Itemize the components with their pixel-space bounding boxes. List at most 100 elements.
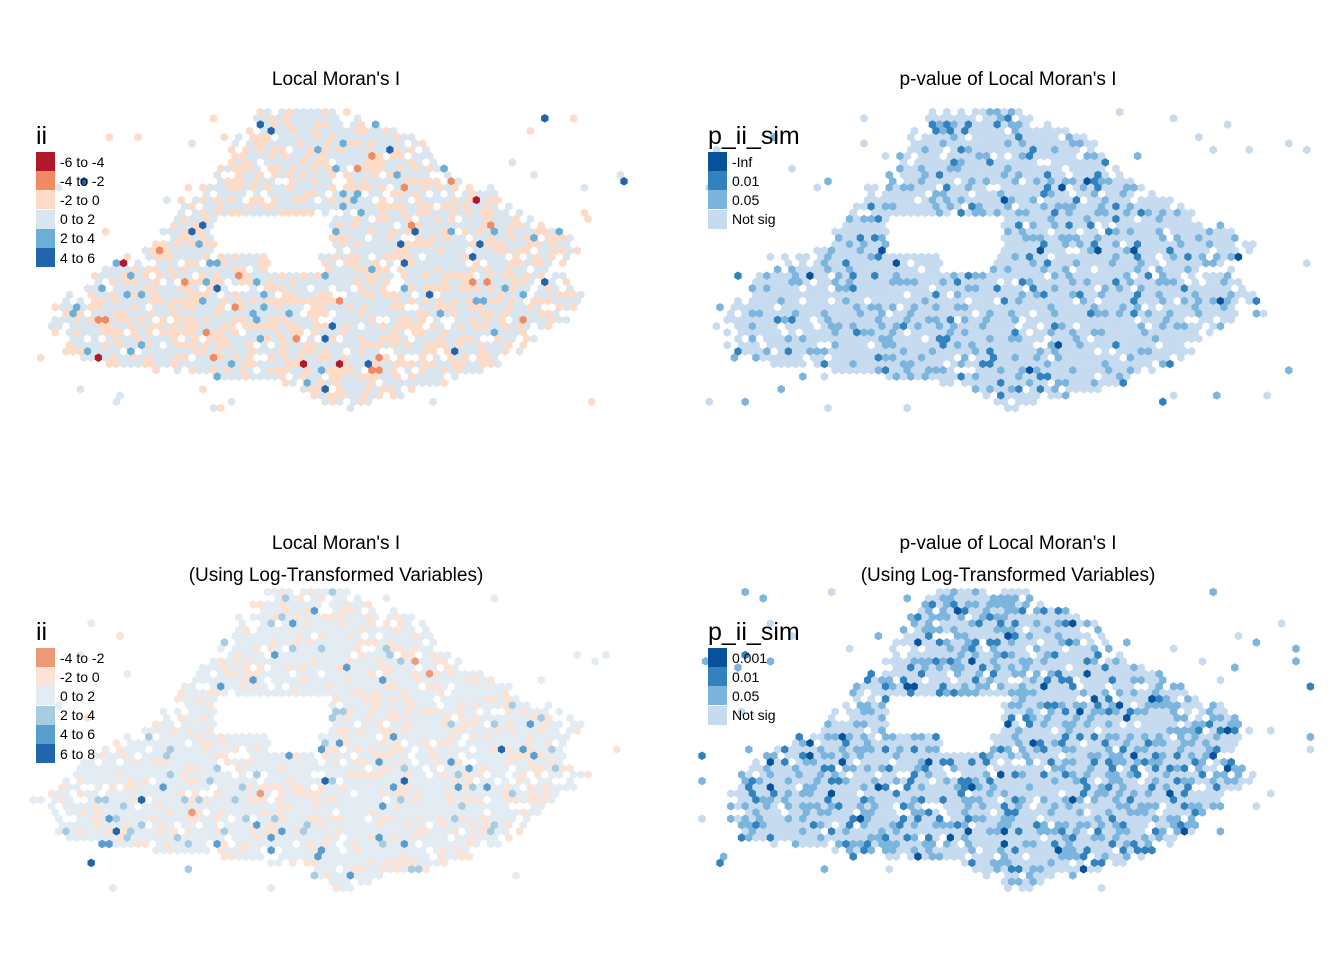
hex-cell [1007, 107, 1016, 117]
hex-cell [1090, 151, 1099, 161]
hex-cell [271, 663, 279, 672]
hex-cell [943, 195, 951, 205]
hex-cell [328, 625, 337, 635]
hex-cell [860, 265, 868, 274]
hex-cell [184, 764, 193, 773]
hex-cell [903, 177, 911, 186]
hex-cell [357, 713, 365, 723]
hex-cell [842, 258, 850, 268]
hex-cell [238, 366, 247, 375]
hex-cell [310, 682, 319, 691]
hex-cell [824, 328, 832, 337]
hex-cell [465, 296, 473, 306]
hex-cell [964, 284, 973, 293]
hex-cell [263, 688, 272, 698]
hex-cell [827, 334, 836, 344]
hex-cell [921, 195, 929, 205]
hex-cell [411, 732, 419, 742]
hex-cell [476, 328, 484, 337]
hex-cell [878, 347, 886, 356]
hex-cell [1054, 189, 1063, 199]
hex-cell [220, 776, 229, 786]
hex-cell [1004, 114, 1012, 123]
hex-cell [292, 296, 301, 306]
hex-cell [400, 145, 409, 155]
hex-cell [350, 221, 358, 230]
hex-cell [1072, 258, 1081, 268]
hex-cell [353, 189, 362, 199]
hex-cell [69, 309, 77, 318]
hex-cell [501, 688, 509, 698]
hex-cell [997, 126, 1005, 136]
hex-cell [422, 776, 430, 786]
hex-cell [971, 321, 980, 331]
hex-cell [483, 214, 491, 224]
hex-cell [1043, 347, 1052, 356]
hex-cell [447, 366, 455, 375]
hex-cell [141, 347, 149, 356]
hex-cell [177, 195, 185, 205]
hex-cell [224, 315, 232, 325]
hex-cell [346, 378, 355, 388]
hex-cell [429, 284, 437, 293]
hex-cell [274, 340, 283, 350]
hex-cell [238, 252, 247, 262]
hex-cell [1011, 403, 1019, 413]
hex-cell [141, 321, 149, 331]
hex-cell [415, 258, 423, 268]
hex-cell [278, 321, 286, 331]
hex-cell [83, 776, 92, 786]
hex-cell [469, 277, 477, 287]
hex-cell [745, 328, 753, 337]
hex-cell [907, 145, 915, 155]
hex-cell [1213, 240, 1221, 249]
hex-cell [386, 738, 394, 748]
hex-cell [849, 284, 857, 293]
hex-cell [957, 132, 965, 142]
hex-cell [515, 258, 524, 268]
hex-cell [856, 271, 865, 281]
hex-cell [1141, 240, 1149, 249]
hex-cell [465, 726, 473, 735]
hex-cell [950, 309, 958, 318]
hex-cell [451, 334, 459, 344]
hex-cell [1047, 265, 1055, 274]
hex-cell [361, 757, 369, 767]
hex-cell [487, 675, 495, 685]
hex-cell [773, 340, 782, 350]
hex-cell [242, 334, 250, 344]
hex-cell [867, 189, 875, 199]
hex-cell [856, 334, 865, 344]
hex-cell [184, 334, 193, 344]
hex-cell [202, 694, 211, 704]
hex-cell [422, 751, 430, 761]
hex-cell [1051, 170, 1059, 180]
hex-cell [1047, 290, 1055, 299]
hex-cell [285, 158, 293, 167]
hex-cell [361, 770, 369, 779]
hex-cell [235, 738, 243, 748]
hex-cell [314, 120, 322, 129]
hex-cell [191, 221, 200, 230]
hex-cell [1083, 340, 1091, 350]
hex-cell [317, 366, 326, 375]
hex-cell [1166, 359, 1174, 369]
hex-cell [361, 657, 369, 666]
hex-cell [335, 612, 344, 622]
hex-cell [497, 227, 506, 236]
hex-cell [235, 334, 243, 344]
hex-cell [371, 271, 380, 281]
hex-cell [76, 321, 85, 331]
hex-cell [343, 183, 351, 192]
hex-cell [813, 347, 821, 356]
hex-cell [429, 347, 437, 356]
hex-cell [1051, 183, 1059, 192]
hex-cell [526, 227, 535, 236]
hex-cell [910, 265, 919, 274]
hex-cell [458, 309, 466, 318]
hex-cell [447, 189, 455, 199]
hex-cell [353, 202, 362, 211]
hex-cell [838, 328, 847, 337]
hex-cell [407, 675, 416, 685]
hex-cell [361, 202, 369, 211]
